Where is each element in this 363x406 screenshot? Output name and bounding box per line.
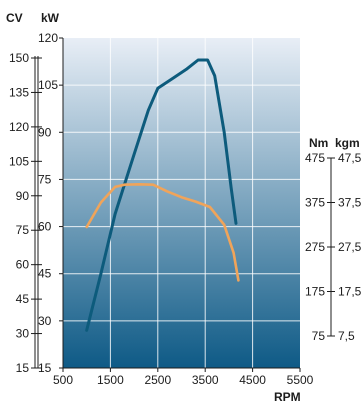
cv-tick-label: 60 — [16, 258, 30, 272]
cv-tick-label: 150 — [9, 51, 29, 65]
nm-tick-label: 275 — [305, 240, 325, 254]
cv-tick-label: 90 — [16, 189, 30, 203]
cv-axis-title: CV — [6, 11, 23, 25]
torque-curve — [85, 183, 240, 282]
nm-tick-label: 475 — [305, 151, 325, 165]
kgm-tick-label: 7,5 — [338, 329, 355, 343]
kw-tick-label: 15 — [38, 361, 52, 375]
nm-tick-label: 75 — [312, 329, 326, 343]
cv-tick-label: 120 — [9, 120, 29, 134]
series-lines — [85, 58, 240, 332]
kgm-tick-label: 27,5 — [338, 240, 362, 254]
nm-tick-label: 175 — [305, 285, 325, 299]
kw-tick-label: 60 — [38, 220, 52, 234]
grid — [63, 38, 300, 368]
nm-axis-title: Nm — [309, 136, 328, 150]
rpm-tick-label: 500 — [53, 373, 73, 387]
cv-tick-label: 75 — [16, 223, 30, 237]
rpm-tick-label: 5500 — [287, 373, 314, 387]
kw-tick-label: 30 — [38, 314, 52, 328]
rpm-tick-label: 1500 — [97, 373, 124, 387]
kw-tick-label: 45 — [38, 267, 52, 281]
kw-tick-label: 90 — [38, 125, 52, 139]
kw-axis-title: kW — [41, 11, 60, 25]
plot-area — [63, 38, 300, 368]
cv-tick-label: 30 — [16, 327, 30, 341]
power-curve — [85, 58, 238, 332]
kw-tick-label: 105 — [38, 78, 58, 92]
kgm-tick-label: 37,5 — [338, 196, 362, 210]
rpm-tick-label: 2500 — [144, 373, 171, 387]
axes: 15 30 45 60 75 90 105 120 500 1500 2500 3500 4500 550… — [9, 31, 362, 387]
axis-labels: CV kW Nm kgm RPM — [6, 11, 360, 404]
kgm-axis-title: kgm — [335, 136, 360, 150]
cv-tick-label: 15 — [16, 361, 30, 375]
rpm-tick-label: 4500 — [239, 373, 266, 387]
nm-tick-label: 375 — [305, 196, 325, 210]
kw-tick-label: 120 — [38, 31, 58, 45]
kw-tick-label: 75 — [38, 172, 52, 186]
kgm-tick-label: 47,5 — [338, 151, 362, 165]
x-axis-title: RPM — [274, 390, 301, 404]
kgm-tick-label: 17,5 — [338, 285, 362, 299]
cv-tick-label: 105 — [9, 154, 29, 168]
cv-tick-label: 45 — [16, 292, 30, 306]
rpm-tick-label: 3500 — [192, 373, 219, 387]
cv-tick-label: 135 — [9, 85, 29, 99]
